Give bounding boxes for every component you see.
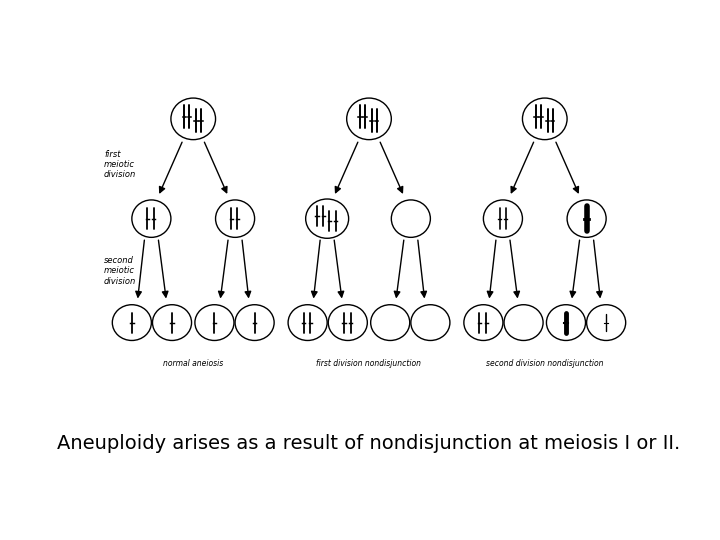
Ellipse shape [464, 305, 503, 341]
Ellipse shape [132, 200, 171, 238]
Ellipse shape [235, 305, 274, 341]
Ellipse shape [112, 305, 151, 341]
Ellipse shape [523, 98, 567, 140]
Ellipse shape [371, 305, 410, 341]
Text: first division nondisjunction: first division nondisjunction [317, 359, 421, 368]
Ellipse shape [215, 200, 255, 238]
Ellipse shape [504, 305, 543, 341]
Ellipse shape [288, 305, 327, 341]
Ellipse shape [328, 305, 367, 341]
Text: first
meiotic
division: first meiotic division [104, 150, 136, 179]
Ellipse shape [153, 305, 192, 341]
Text: second division nondisjunction: second division nondisjunction [486, 359, 603, 368]
Text: normal aneiosis: normal aneiosis [163, 359, 223, 368]
Text: second
meiotic
division: second meiotic division [104, 256, 136, 286]
Ellipse shape [567, 200, 606, 238]
Ellipse shape [347, 98, 392, 140]
Ellipse shape [306, 199, 348, 238]
Text: Aneuploidy arises as a result of nondisjunction at meiosis I or II.: Aneuploidy arises as a result of nondisj… [58, 434, 680, 453]
Ellipse shape [195, 305, 234, 341]
Ellipse shape [392, 200, 431, 238]
Ellipse shape [483, 200, 523, 238]
Ellipse shape [411, 305, 450, 341]
Ellipse shape [171, 98, 215, 140]
Ellipse shape [546, 305, 585, 341]
Ellipse shape [587, 305, 626, 341]
